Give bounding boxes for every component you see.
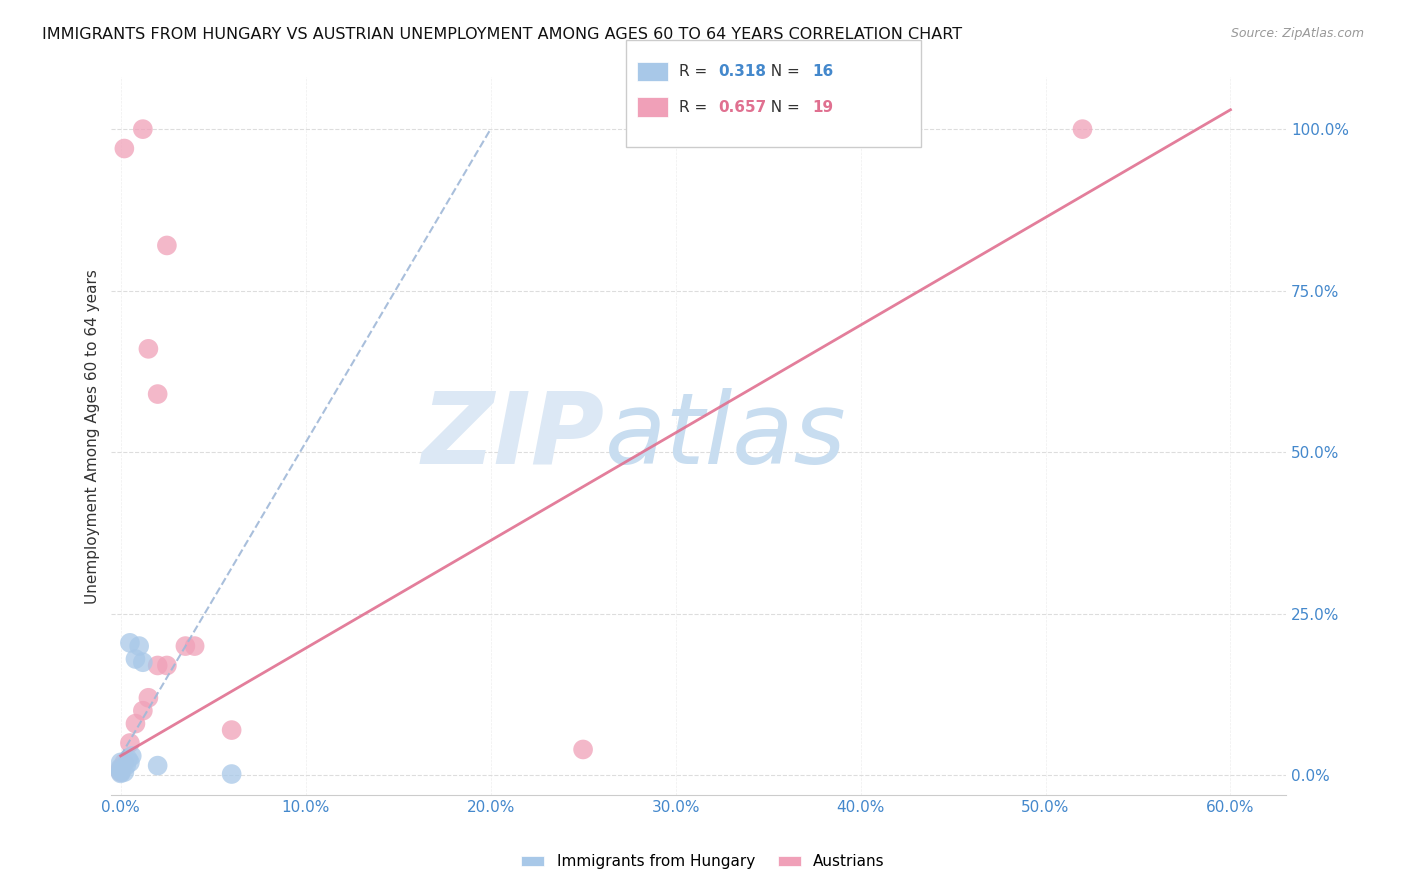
Point [117, 752, 139, 766]
Point [110, 763, 132, 777]
Point [118, 636, 141, 650]
Point [146, 387, 169, 401]
Text: N =: N = [761, 100, 804, 114]
Point [110, 765, 132, 780]
Point [124, 652, 146, 666]
Point [124, 716, 146, 731]
Legend: Immigrants from Hungary, Austrians: Immigrants from Hungary, Austrians [516, 848, 890, 875]
Point [121, 748, 143, 763]
Point [221, 723, 243, 737]
Text: 19: 19 [813, 100, 834, 114]
Text: R =: R = [679, 100, 713, 114]
Point [110, 766, 132, 780]
Point [115, 758, 138, 772]
Point [110, 765, 132, 780]
Point [183, 639, 205, 653]
Text: atlas: atlas [605, 387, 846, 484]
Point [132, 704, 155, 718]
Point [572, 742, 595, 756]
Point [138, 690, 160, 705]
Point [110, 756, 132, 770]
Text: IMMIGRANTS FROM HUNGARY VS AUSTRIAN UNEMPLOYMENT AMONG AGES 60 TO 64 YEARS CORRE: IMMIGRANTS FROM HUNGARY VS AUSTRIAN UNEM… [42, 27, 962, 42]
Text: R =: R = [679, 64, 713, 78]
Point [156, 238, 179, 252]
Point [221, 767, 243, 781]
Point [112, 142, 135, 156]
Point [132, 655, 155, 669]
Text: 16: 16 [813, 64, 834, 78]
Point [146, 758, 169, 772]
Text: N =: N = [761, 64, 804, 78]
Point [132, 122, 155, 136]
Text: 0.657: 0.657 [718, 100, 766, 114]
Point [118, 756, 141, 770]
Point [110, 762, 132, 776]
Point [112, 765, 135, 780]
Point [112, 756, 135, 770]
Point [118, 736, 141, 750]
Text: Source: ZipAtlas.com: Source: ZipAtlas.com [1230, 27, 1364, 40]
Point [156, 658, 179, 673]
Point [110, 760, 132, 774]
Point [174, 639, 197, 653]
Point [128, 639, 150, 653]
Point [1071, 122, 1094, 136]
Point [138, 342, 160, 356]
Text: 0.318: 0.318 [718, 64, 766, 78]
Y-axis label: Unemployment Among Ages 60 to 64 years: Unemployment Among Ages 60 to 64 years [86, 268, 100, 604]
Point [146, 658, 169, 673]
Text: ZIP: ZIP [422, 387, 605, 484]
